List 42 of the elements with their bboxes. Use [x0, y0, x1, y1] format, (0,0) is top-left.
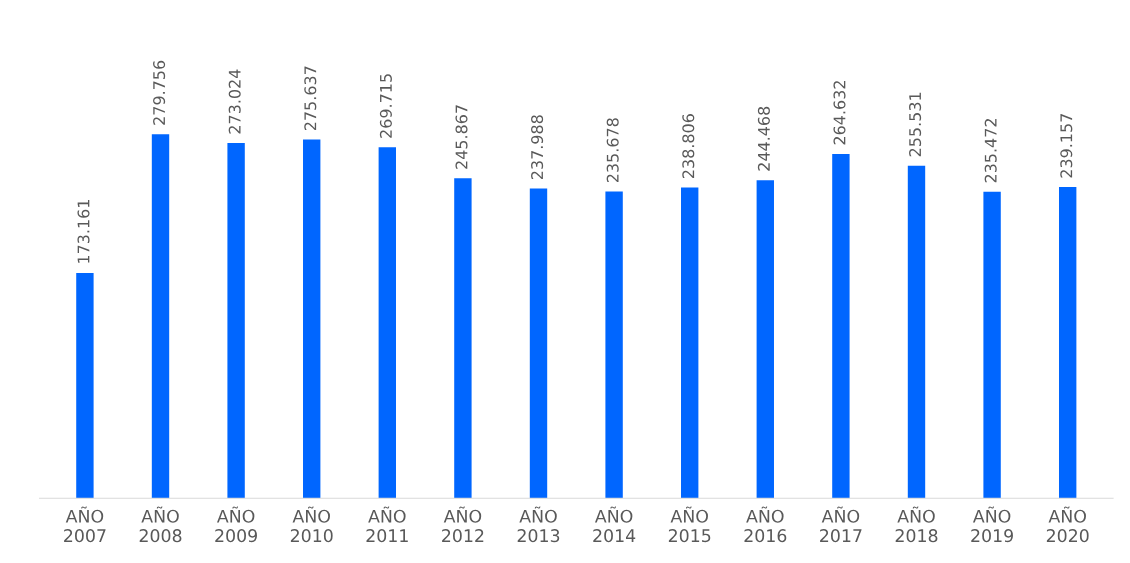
x-tick-label: AÑO 2007 [64, 506, 106, 543]
x-tick-label: AÑO 2012 [442, 506, 484, 543]
bar [681, 187, 699, 499]
x-tick-label: AÑO 2016 [744, 506, 787, 543]
data-label: 238.806 [682, 114, 695, 178]
bar [1059, 187, 1077, 499]
data-label: 239.157 [1060, 114, 1073, 178]
bar [529, 188, 548, 499]
data-label: 273.024 [228, 69, 241, 134]
data-label: 235.678 [606, 118, 619, 183]
bar [227, 142, 245, 499]
x-tick-label: AÑO 2018 [895, 506, 938, 543]
bar [907, 165, 926, 499]
bar [983, 191, 1001, 499]
data-label: 264.632 [833, 81, 846, 145]
bar [832, 153, 850, 499]
data-label: 279.756 [153, 60, 166, 125]
x-tick-label: AÑO 2010 [290, 506, 333, 543]
bar [76, 272, 94, 499]
bar [378, 147, 396, 499]
data-label: 269.715 [379, 74, 392, 138]
x-tick-label: AÑO 2013 [517, 506, 560, 543]
data-label: 255.531 [909, 92, 922, 157]
x-tick-label: AÑO 2015 [668, 506, 711, 543]
data-label: 173.161 [77, 200, 90, 263]
data-label: 244.468 [757, 106, 770, 171]
data-label: 275.637 [304, 66, 317, 131]
data-label: 235.472 [984, 119, 997, 183]
x-tick-label: AÑO 2011 [366, 506, 408, 543]
x-tick-label: AÑO 2017 [820, 506, 862, 543]
x-tick-label: AÑO 2009 [215, 506, 257, 543]
bar [303, 139, 321, 499]
x-tick-label: AÑO 2014 [593, 506, 636, 543]
x-tick-label: AÑO 2019 [971, 506, 1013, 543]
bar [454, 178, 472, 499]
data-label: 237.988 [531, 115, 544, 180]
x-tick-label: AÑO 2008 [139, 506, 182, 543]
bar [605, 191, 623, 499]
x-tick-label: AÑO 2020 [1046, 506, 1089, 543]
data-label: 245.867 [455, 105, 468, 169]
bar [151, 134, 170, 499]
bar [756, 180, 774, 499]
